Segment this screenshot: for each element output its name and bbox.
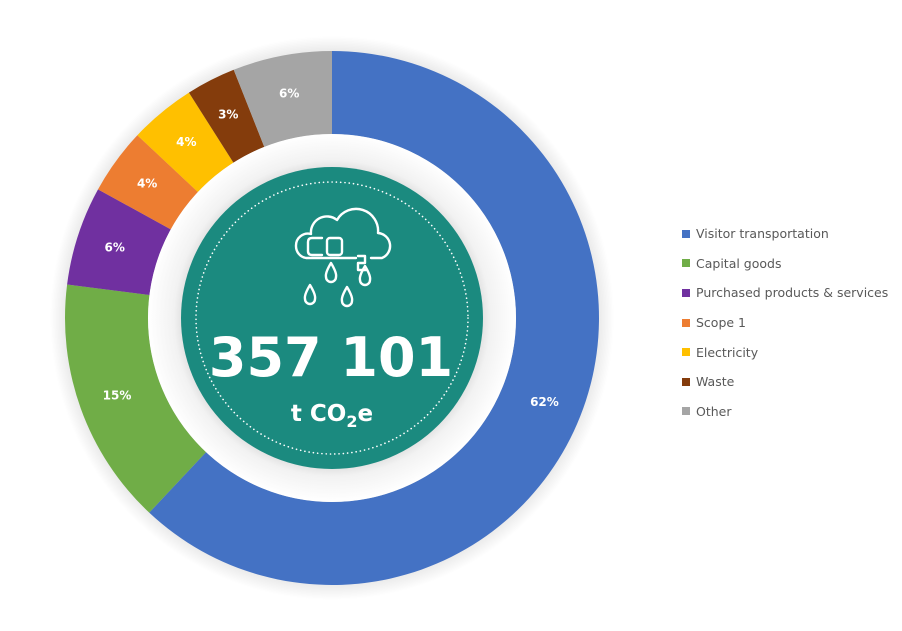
legend-item-other: Other [682, 397, 888, 427]
legend-label: Visitor transportation [696, 226, 829, 242]
donut-segment-waste [188, 69, 265, 163]
chart-legend: Visitor transportation Capital goods Pur… [682, 219, 888, 426]
legend-label: Waste [696, 374, 735, 390]
legend-item-capital-goods: Capital goods [682, 249, 888, 279]
donut-segment-scope-1 [98, 135, 198, 230]
legend-item-scope-1: Scope 1 [682, 308, 888, 338]
segment-percent-label: 62% [530, 395, 559, 409]
total-emissions-unit: t CO2e [291, 401, 373, 431]
donut-segments [64, 51, 599, 585]
donut-segment-other [233, 51, 332, 147]
center-disc [181, 167, 483, 469]
donut-segment-electricity [137, 92, 234, 193]
legend-swatch [682, 348, 690, 357]
total-emissions-value: 357 101 [209, 326, 453, 389]
co2-cloud-rain-icon [294, 207, 392, 308]
segment-percent-label: 15% [103, 388, 132, 402]
legend-swatch [682, 318, 690, 327]
donut-segment-visitor-transportation [149, 51, 599, 585]
segment-percent-label: 4% [137, 177, 157, 191]
legend-label: Purchased products & services [696, 285, 889, 301]
donut-segment-purchased-products-services [67, 189, 171, 295]
legend-label: Capital goods [696, 255, 782, 271]
legend-swatch [682, 288, 690, 297]
legend-item-electricity: Electricity [682, 337, 888, 367]
legend-label: Scope 1 [696, 315, 747, 331]
legend-label: Other [696, 403, 732, 419]
legend-swatch [682, 259, 690, 268]
legend-item-purchased-products: Purchased products & services [682, 278, 888, 308]
legend-swatch [682, 377, 690, 386]
legend-item-visitor-transportation: Visitor transportation [682, 219, 888, 249]
legend-swatch [682, 407, 690, 416]
legend-item-waste: Waste [682, 367, 888, 397]
segment-labels: 62% 15% 6% 4% 4% 3% 6% [103, 87, 559, 410]
segment-percent-label: 4% [176, 135, 196, 149]
legend-swatch [682, 229, 690, 238]
segment-percent-label: 6% [279, 87, 299, 101]
donut-segment-capital-goods [64, 284, 207, 513]
segment-percent-label: 6% [104, 240, 124, 254]
segment-percent-label: 3% [218, 107, 238, 121]
legend-label: Electricity [696, 344, 759, 360]
dotted-ring [195, 181, 469, 455]
